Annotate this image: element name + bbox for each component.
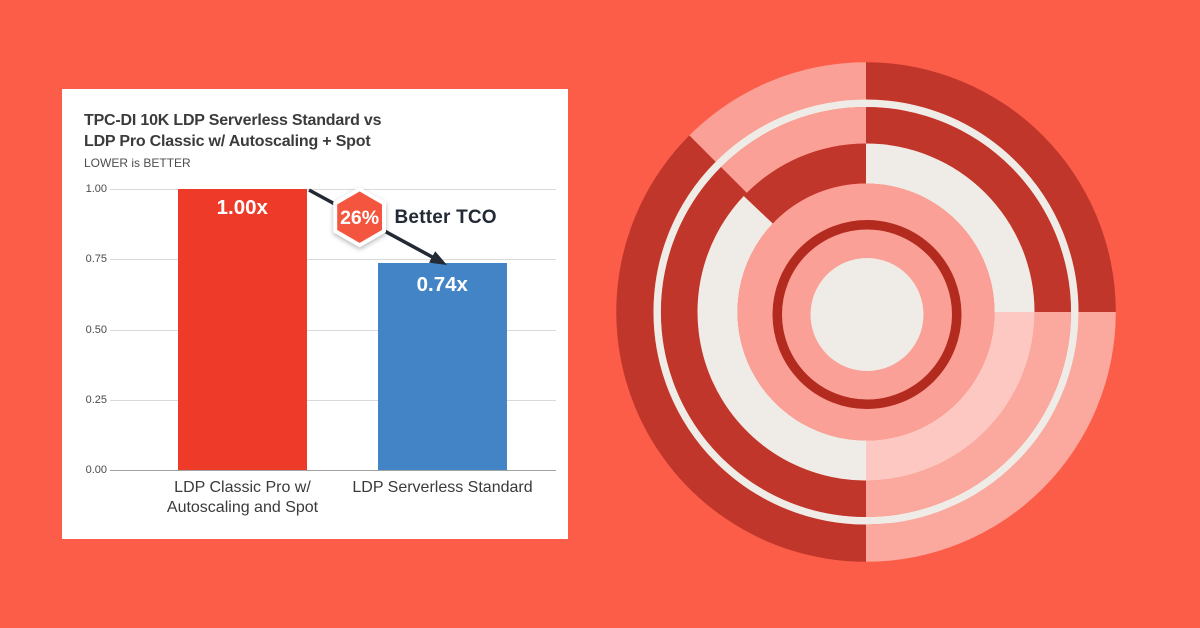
svg-text:26%: 26% (340, 207, 379, 229)
